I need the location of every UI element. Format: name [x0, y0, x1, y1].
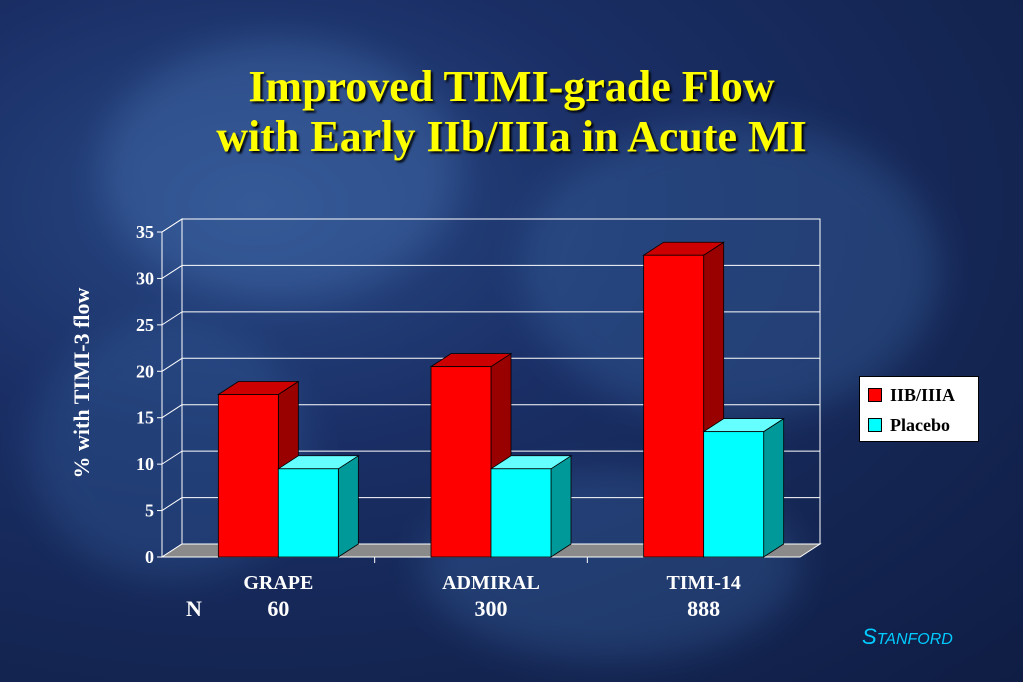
background-blob: [520, 120, 940, 420]
x-tick-label: GRAPE: [243, 572, 313, 594]
gridline-side: [161, 265, 183, 279]
brand-initial: S: [862, 624, 877, 649]
legend-label-placebo: Placebo: [890, 414, 950, 435]
plot-side-wall: [161, 218, 183, 558]
legend-item-placebo: Placebo: [868, 415, 950, 435]
title-line-1: Improved TIMI-grade Flow: [248, 62, 775, 111]
y-tick-label: 30: [136, 268, 154, 288]
gridline-side: [161, 357, 183, 372]
y-tick-label: 15: [136, 408, 154, 428]
bar-iib-admiral: [430, 366, 492, 558]
background-blob: [100, 40, 460, 300]
n-label: N: [186, 596, 202, 621]
legend-swatch-placebo: [868, 418, 882, 432]
y-tick-label: 25: [136, 315, 154, 335]
legend: IIB/IIIA Placebo: [859, 376, 979, 442]
brand-rest: TANFORD: [876, 631, 953, 648]
legend-label-iib: IIB/IIIA: [890, 384, 956, 405]
bar-placebo-timi-14: [703, 431, 765, 558]
y-tick-label: 35: [136, 222, 154, 242]
slide-title: Improved TIMI-grade Flow with Early IIb/…: [0, 62, 1023, 162]
n-value: 888: [687, 596, 720, 621]
bar-iib-grape: [217, 394, 279, 558]
bar-side: [337, 455, 359, 558]
y-tick-label: 10: [136, 454, 154, 474]
bar-side: [550, 455, 572, 558]
x-tick-label: TIMI-14: [666, 572, 740, 594]
y-tick-label: 0: [145, 547, 154, 567]
n-value: 60: [267, 596, 289, 621]
bar-placebo-admiral: [490, 468, 552, 558]
stanford-logo-text: STANFORD: [862, 624, 953, 650]
gridline-side: [161, 311, 183, 326]
gridline-side: [161, 497, 183, 511]
legend-swatch-iib: [868, 388, 882, 402]
gridline-side: [161, 404, 183, 419]
bar-placebo-grape: [277, 468, 339, 558]
title-line-2: with Early IIb/IIIa in Acute MI: [216, 112, 807, 161]
gridline-side: [161, 450, 183, 465]
bar-iib-timi-14: [643, 254, 705, 558]
y-tick-label: 5: [145, 501, 154, 521]
gridline-side: [161, 218, 183, 233]
bar-side: [763, 417, 785, 558]
y-tick-label: 20: [136, 361, 154, 381]
n-value: 300: [475, 596, 508, 621]
legend-item-iib: IIB/IIIA: [868, 385, 955, 405]
x-tick-label: ADMIRAL: [442, 572, 540, 594]
